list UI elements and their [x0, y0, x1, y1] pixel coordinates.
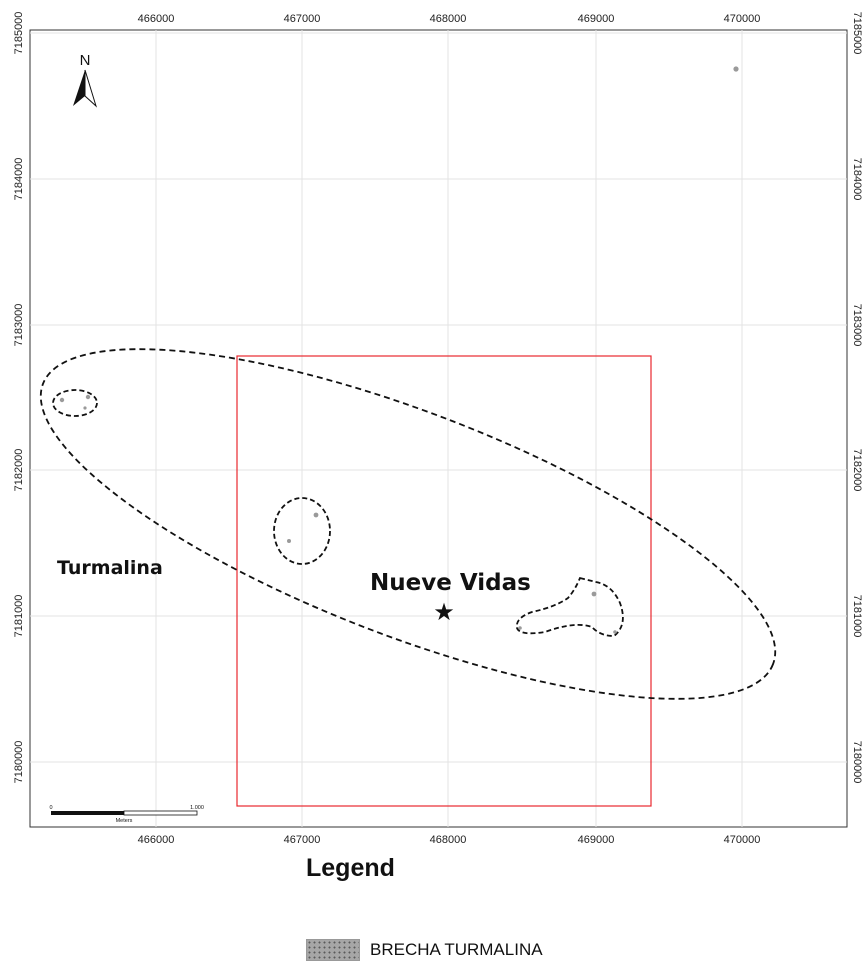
y-tick-label: 7182000: [851, 449, 863, 492]
y-tick-label: 7185000: [851, 12, 863, 55]
top-axis: 466000 467000 468000 469000 470000: [138, 13, 761, 25]
outcrop-patch: [85, 394, 91, 400]
y-tick-label: 7184000: [851, 158, 863, 201]
legend-swatch: [306, 939, 360, 961]
star-icon: ★: [433, 598, 455, 626]
outcrop-zone-west: [52, 389, 98, 417]
outcrop-patch: [313, 512, 319, 518]
outcrop-patch: [83, 406, 87, 410]
outcrop-patch: [613, 630, 617, 634]
legend-item-label: BRECHA TURMALINA: [370, 940, 543, 959]
graticule: [30, 30, 847, 827]
x-tick-label: 470000: [724, 13, 761, 25]
north-arrow-icon: [84, 69, 98, 108]
scale-bar-start: 0: [49, 805, 52, 811]
x-tick-label: 469000: [578, 834, 615, 846]
left-axis: 7185000 7184000 7183000 7182000 7181000 …: [13, 12, 25, 784]
y-tick-label: 7181000: [13, 595, 25, 638]
y-tick-label: 7181000: [851, 595, 863, 638]
legend-title: Legend: [306, 854, 395, 882]
nueve-vidas-label: Nueve Vidas: [370, 570, 531, 596]
scale-bar: 0 1.000 Meters: [49, 805, 203, 824]
bottom-axis: 466000 467000 468000 469000 470000: [138, 834, 761, 846]
x-tick-label: 469000: [578, 13, 615, 25]
x-tick-label: 468000: [430, 13, 467, 25]
legend-item-brecha-turmalina: BRECHA TURMALINA: [306, 938, 543, 962]
outcrop-patch: [591, 591, 597, 597]
y-tick-label: 7184000: [13, 158, 25, 201]
outcrop-zone-central: [273, 497, 331, 565]
x-tick-label: 470000: [724, 834, 761, 846]
y-tick-label: 7183000: [851, 304, 863, 347]
x-tick-label: 466000: [138, 834, 175, 846]
study-area-boundary: [236, 355, 652, 807]
outcrop-zone-east: [515, 576, 624, 637]
x-tick-label: 467000: [284, 13, 321, 25]
breccia-outcrops: [59, 66, 739, 634]
y-tick-label: 7185000: [13, 12, 25, 55]
outcrop-patch: [59, 397, 65, 403]
y-tick-label: 7182000: [13, 449, 25, 492]
right-axis: 7185000 7184000 7183000 7182000 7181000 …: [851, 12, 863, 784]
north-arrow: N: [73, 52, 98, 108]
outcrop-patch: [518, 626, 522, 630]
north-arrow-label: N: [80, 52, 91, 69]
x-tick-label: 468000: [430, 834, 467, 846]
turmalina-label: Turmalina: [57, 557, 163, 579]
map-frame: [29, 29, 848, 828]
x-tick-label: 467000: [284, 834, 321, 846]
scale-bar-unit: Meters: [116, 818, 133, 824]
scale-bar-segment: [123, 810, 198, 816]
outcrop-patch: [733, 66, 739, 72]
y-tick-label: 7183000: [13, 304, 25, 347]
north-arrow-icon: [73, 70, 85, 106]
x-tick-label: 466000: [138, 13, 175, 25]
y-tick-label: 7180000: [851, 741, 863, 784]
outcrop-patch: [287, 539, 291, 543]
scale-bar-segment: [51, 811, 124, 815]
tourmaline-trend-ellipse: [39, 348, 777, 700]
y-tick-label: 7180000: [13, 741, 25, 784]
scale-bar-end: 1.000: [190, 805, 204, 811]
